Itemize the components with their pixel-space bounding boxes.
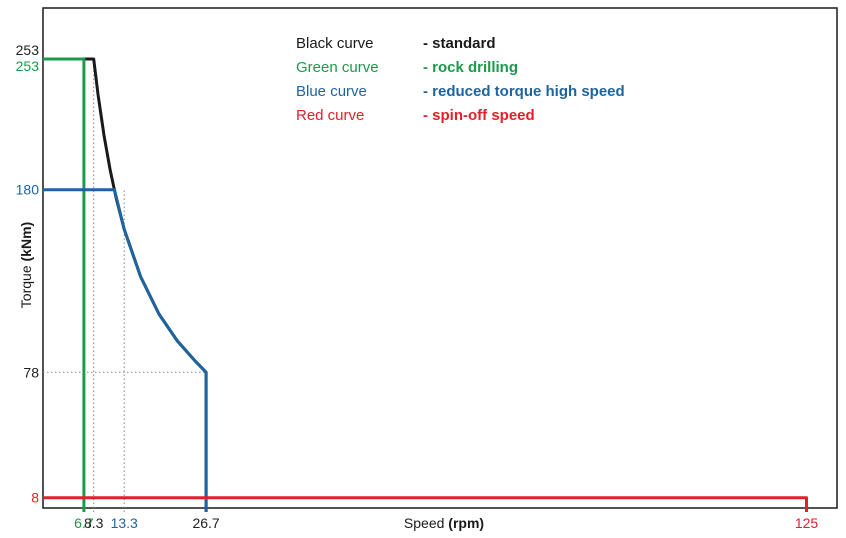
y-axis-label: Torque (kNm) [18,222,34,308]
series-line-blue [43,188,208,512]
legend-name-0: Black curve [296,35,374,52]
legend-name-1: Green curve [296,59,379,76]
legend-desc-0: - standard [423,35,496,52]
series-line-red [43,496,808,512]
y-tick-label-0: 253 [16,42,40,58]
legend-name-2: Blue curve [296,83,367,100]
series-line-green [43,57,86,512]
plot-frame [42,7,838,509]
x-axis-label-prefix: Speed [404,515,448,531]
x-axis-label-unit: (rpm) [448,515,484,531]
y-tick-label-3: 78 [23,364,39,380]
y-axis-label-unit: (kNm) [18,222,34,262]
x-axis-ticks: 6.78.3 13.3 26.7 125 [74,515,818,531]
y-tick-label-4: 8 [31,490,39,506]
legend-desc-2: - reduced torque high speed [423,83,625,100]
x-axis-label: Speed (rpm) [404,515,484,531]
y-tick-label-1: 253 [16,58,40,74]
legend-desc-1: - rock drilling [423,59,518,76]
x-tick-label-0: 6.7 [74,515,94,531]
y-axis-label-prefix: Torque [18,261,34,308]
y-tick-label-2: 180 [16,182,40,198]
x-tick-label-2: 13.3 [111,515,138,531]
x-tick-label-3: 26.7 [192,515,219,531]
legend-name-3: Red curve [296,107,364,124]
legend-desc-3: - spin-off speed [423,107,535,124]
guide-lines [43,59,207,512]
series-lines [43,57,808,512]
legend: Black curve - standard Green curve - rock d… [296,35,625,124]
x-tick-label-4: 125 [795,515,819,531]
x-tick-label-1: 8.3 [84,515,104,531]
series-line-black [43,57,208,512]
